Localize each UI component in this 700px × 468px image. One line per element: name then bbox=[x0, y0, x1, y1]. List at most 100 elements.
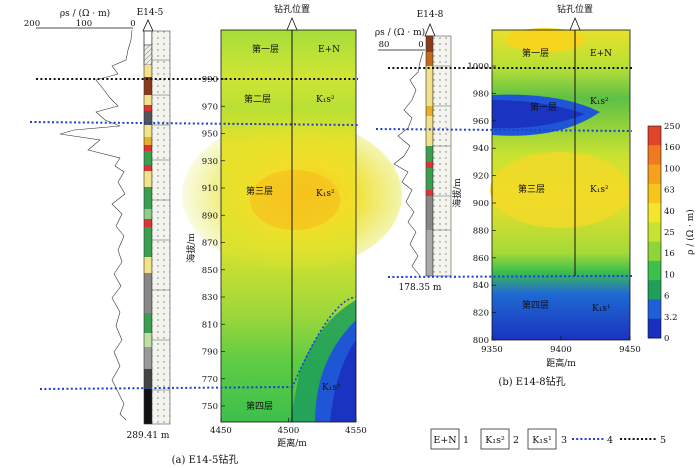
y-tick-label-b: 860 bbox=[473, 254, 489, 264]
colorbar-tick-label: 100 bbox=[664, 164, 680, 174]
y-tick-label-a: 810 bbox=[202, 320, 218, 330]
x-tick-label-a: 4550 bbox=[345, 426, 367, 436]
borehole-label-b: 钻孔位置 bbox=[557, 3, 593, 15]
y-tick-label-a: 890 bbox=[202, 211, 218, 221]
borehole-label-a: 钻孔位置 bbox=[274, 3, 310, 15]
svg-text:0: 0 bbox=[130, 19, 135, 29]
y-tick-label-a: 750 bbox=[202, 402, 218, 412]
colorbar-segment bbox=[648, 280, 661, 300]
y-tick-label-b: 980 bbox=[473, 89, 489, 99]
x-ticks-b: 9350 9400 9450 bbox=[481, 336, 641, 355]
unit-label-a-4: K₁s¹ bbox=[322, 383, 341, 393]
x-ticks-a: 4450 4500 4550 bbox=[210, 418, 367, 436]
section-plot-b bbox=[490, 16, 631, 341]
colorbar-tick-label: 63 bbox=[664, 186, 675, 196]
unit-label-a-2: K₁s² bbox=[316, 95, 335, 105]
colorbar-tick-label: 16 bbox=[664, 249, 675, 259]
x-tick-label-b: 9350 bbox=[481, 345, 503, 355]
rho-axis-label-a: ρs / (Ω · m) bbox=[60, 8, 110, 19]
legend-num-4: 4 bbox=[607, 435, 613, 446]
y-tick-label-b: 960 bbox=[473, 117, 489, 127]
y-tick-label-b: 900 bbox=[473, 199, 489, 209]
layer-label-a-1: 第一层 bbox=[252, 43, 279, 55]
y-tick-label-b: 800 bbox=[473, 336, 489, 346]
rho-tick-b-2: 0 bbox=[418, 40, 423, 50]
y-tick-label-a: 830 bbox=[202, 293, 218, 303]
well-column-a bbox=[143, 30, 171, 425]
bottom-depth-b: 178.35 m bbox=[399, 283, 442, 293]
colorbar-tick-label: 25 bbox=[664, 228, 675, 238]
well-head-triangle-a bbox=[142, 19, 154, 32]
unit-label-b-2: K₁s² bbox=[590, 97, 609, 107]
layer-label-a-2: 第二层 bbox=[244, 93, 271, 105]
colorbar-tick-label: 160 bbox=[664, 143, 680, 153]
colorbar-tick-label: 250 bbox=[664, 122, 680, 132]
unit-label-a-1: E+N bbox=[318, 45, 340, 55]
horizon-blue-lower-b bbox=[387, 275, 633, 278]
y-tick-label-a: 990 bbox=[202, 75, 218, 85]
y-tick-label-a: 770 bbox=[202, 375, 218, 385]
ylabel-a: 海拔/m bbox=[185, 233, 197, 263]
legend-num-2: 2 bbox=[513, 435, 519, 446]
caption-b: (b) E14-8钻孔 bbox=[498, 375, 565, 388]
horizon-blue-upper-a bbox=[29, 121, 359, 126]
y-tick-label-a: 790 bbox=[202, 348, 218, 358]
caption-a: (a) E14-5钻孔 bbox=[172, 453, 239, 466]
y-tick-label-a: 850 bbox=[202, 266, 218, 276]
y-ticks-b: 1000 980 960 940 920 900 880 860 840 820 800 bbox=[467, 62, 496, 346]
y-tick-label-b: 840 bbox=[473, 281, 489, 291]
x-tick-label-b: 9450 bbox=[619, 345, 641, 355]
xlabel-b: 距高/m bbox=[546, 357, 576, 369]
colorbar-tick-label: 0 bbox=[664, 334, 669, 344]
svg-text:100: 100 bbox=[76, 19, 92, 29]
legend-num-5: 5 bbox=[660, 435, 666, 446]
y-tick-label-a: 970 bbox=[202, 102, 218, 112]
y-ticks-a: 990 970 950 930 910 890 870 850 830 810 790 770 750 bbox=[202, 75, 225, 412]
layer-label-b-2: 第一层 bbox=[530, 101, 557, 113]
y-tick-label-a: 930 bbox=[202, 157, 218, 167]
legend-box-3: K₁s¹ bbox=[532, 435, 552, 446]
panel-a: ρs / (Ω · m) 200 100 0 E14-5 bbox=[24, 3, 402, 466]
colorbar-segment bbox=[648, 203, 661, 223]
unit-label-b-3: K₁s² bbox=[590, 185, 609, 195]
y-tick-label-b: 940 bbox=[473, 144, 489, 154]
colorbar-segment bbox=[648, 126, 661, 146]
rho-ticks-a: 200 100 0 bbox=[24, 19, 136, 29]
colorbar-segment bbox=[648, 299, 661, 320]
legend: E+N 1 K₁s² 2 K₁s¹ 3 4 5 bbox=[430, 428, 666, 450]
colorbar-segment bbox=[648, 318, 661, 339]
panel-b: ρs / (Ω · m) 80 0 E14-8 178.35 m bbox=[375, 3, 641, 388]
rho-tick-b-1: 80 bbox=[379, 40, 390, 50]
ylabel-b: 海拔/m bbox=[451, 178, 463, 208]
colorbar: 250 160 100 63 40 25 16 10 6 3.2 0 ρ / (Ω · m) bbox=[647, 122, 696, 344]
colorbar-segment bbox=[648, 222, 661, 243]
layer-label-b-3: 第三层 bbox=[518, 183, 545, 195]
y-tick-label-b: 820 bbox=[473, 309, 489, 319]
colorbar-tick-label: 3.2 bbox=[664, 313, 678, 323]
colorbar-tick-label: 6 bbox=[664, 292, 669, 302]
y-tick-label-b: 1000 bbox=[467, 62, 489, 72]
colorbar-label: ρ / (Ω · m) bbox=[685, 209, 696, 255]
colorbar-segment bbox=[648, 183, 661, 204]
well-name-a: E14-5 bbox=[137, 8, 164, 18]
colorbar-segment bbox=[648, 145, 661, 166]
well-name-b: E14-8 bbox=[417, 10, 444, 20]
layer-label-a-4: 第四层 bbox=[246, 400, 273, 412]
legend-num-1: 1 bbox=[463, 435, 469, 446]
y-tick-label-a: 870 bbox=[202, 239, 218, 249]
resistivity-log-b bbox=[393, 51, 424, 277]
layer-label-b-1: 第一层 bbox=[522, 47, 549, 59]
rho-axis-label-b: ρs / (Ω · m) bbox=[375, 27, 425, 38]
legend-num-3: 3 bbox=[561, 435, 567, 446]
legend-box-2: K₁s² bbox=[485, 435, 505, 446]
y-tick-label-a: 910 bbox=[202, 184, 218, 194]
x-tick-label-a: 4500 bbox=[278, 426, 300, 436]
section-plot-a bbox=[182, 16, 402, 423]
colorbar-segment bbox=[648, 164, 661, 185]
xlabel-a: 距离/m bbox=[277, 437, 307, 449]
svg-text:200: 200 bbox=[24, 19, 40, 29]
y-tick-label-b: 920 bbox=[473, 172, 489, 182]
layer-label-a-3: 第三层 bbox=[246, 185, 273, 197]
legend-box-1: E+N bbox=[433, 435, 456, 446]
